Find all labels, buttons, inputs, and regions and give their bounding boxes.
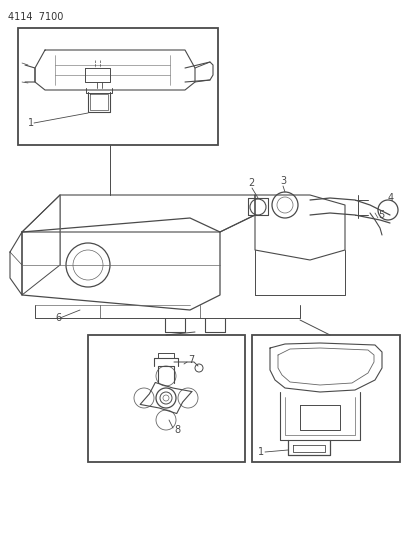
- Text: 8: 8: [174, 425, 180, 435]
- Text: 4114  7100: 4114 7100: [8, 12, 63, 22]
- Text: 6: 6: [55, 313, 61, 323]
- Text: 3: 3: [280, 176, 286, 186]
- Text: 2: 2: [248, 178, 254, 188]
- Bar: [88, 335, 245, 462]
- Text: 5: 5: [378, 210, 384, 220]
- Text: 1: 1: [28, 118, 34, 128]
- Bar: [252, 335, 400, 462]
- Text: 1: 1: [258, 447, 264, 457]
- Text: 7: 7: [188, 355, 194, 365]
- Text: 4: 4: [388, 193, 394, 203]
- Bar: [18, 28, 218, 145]
